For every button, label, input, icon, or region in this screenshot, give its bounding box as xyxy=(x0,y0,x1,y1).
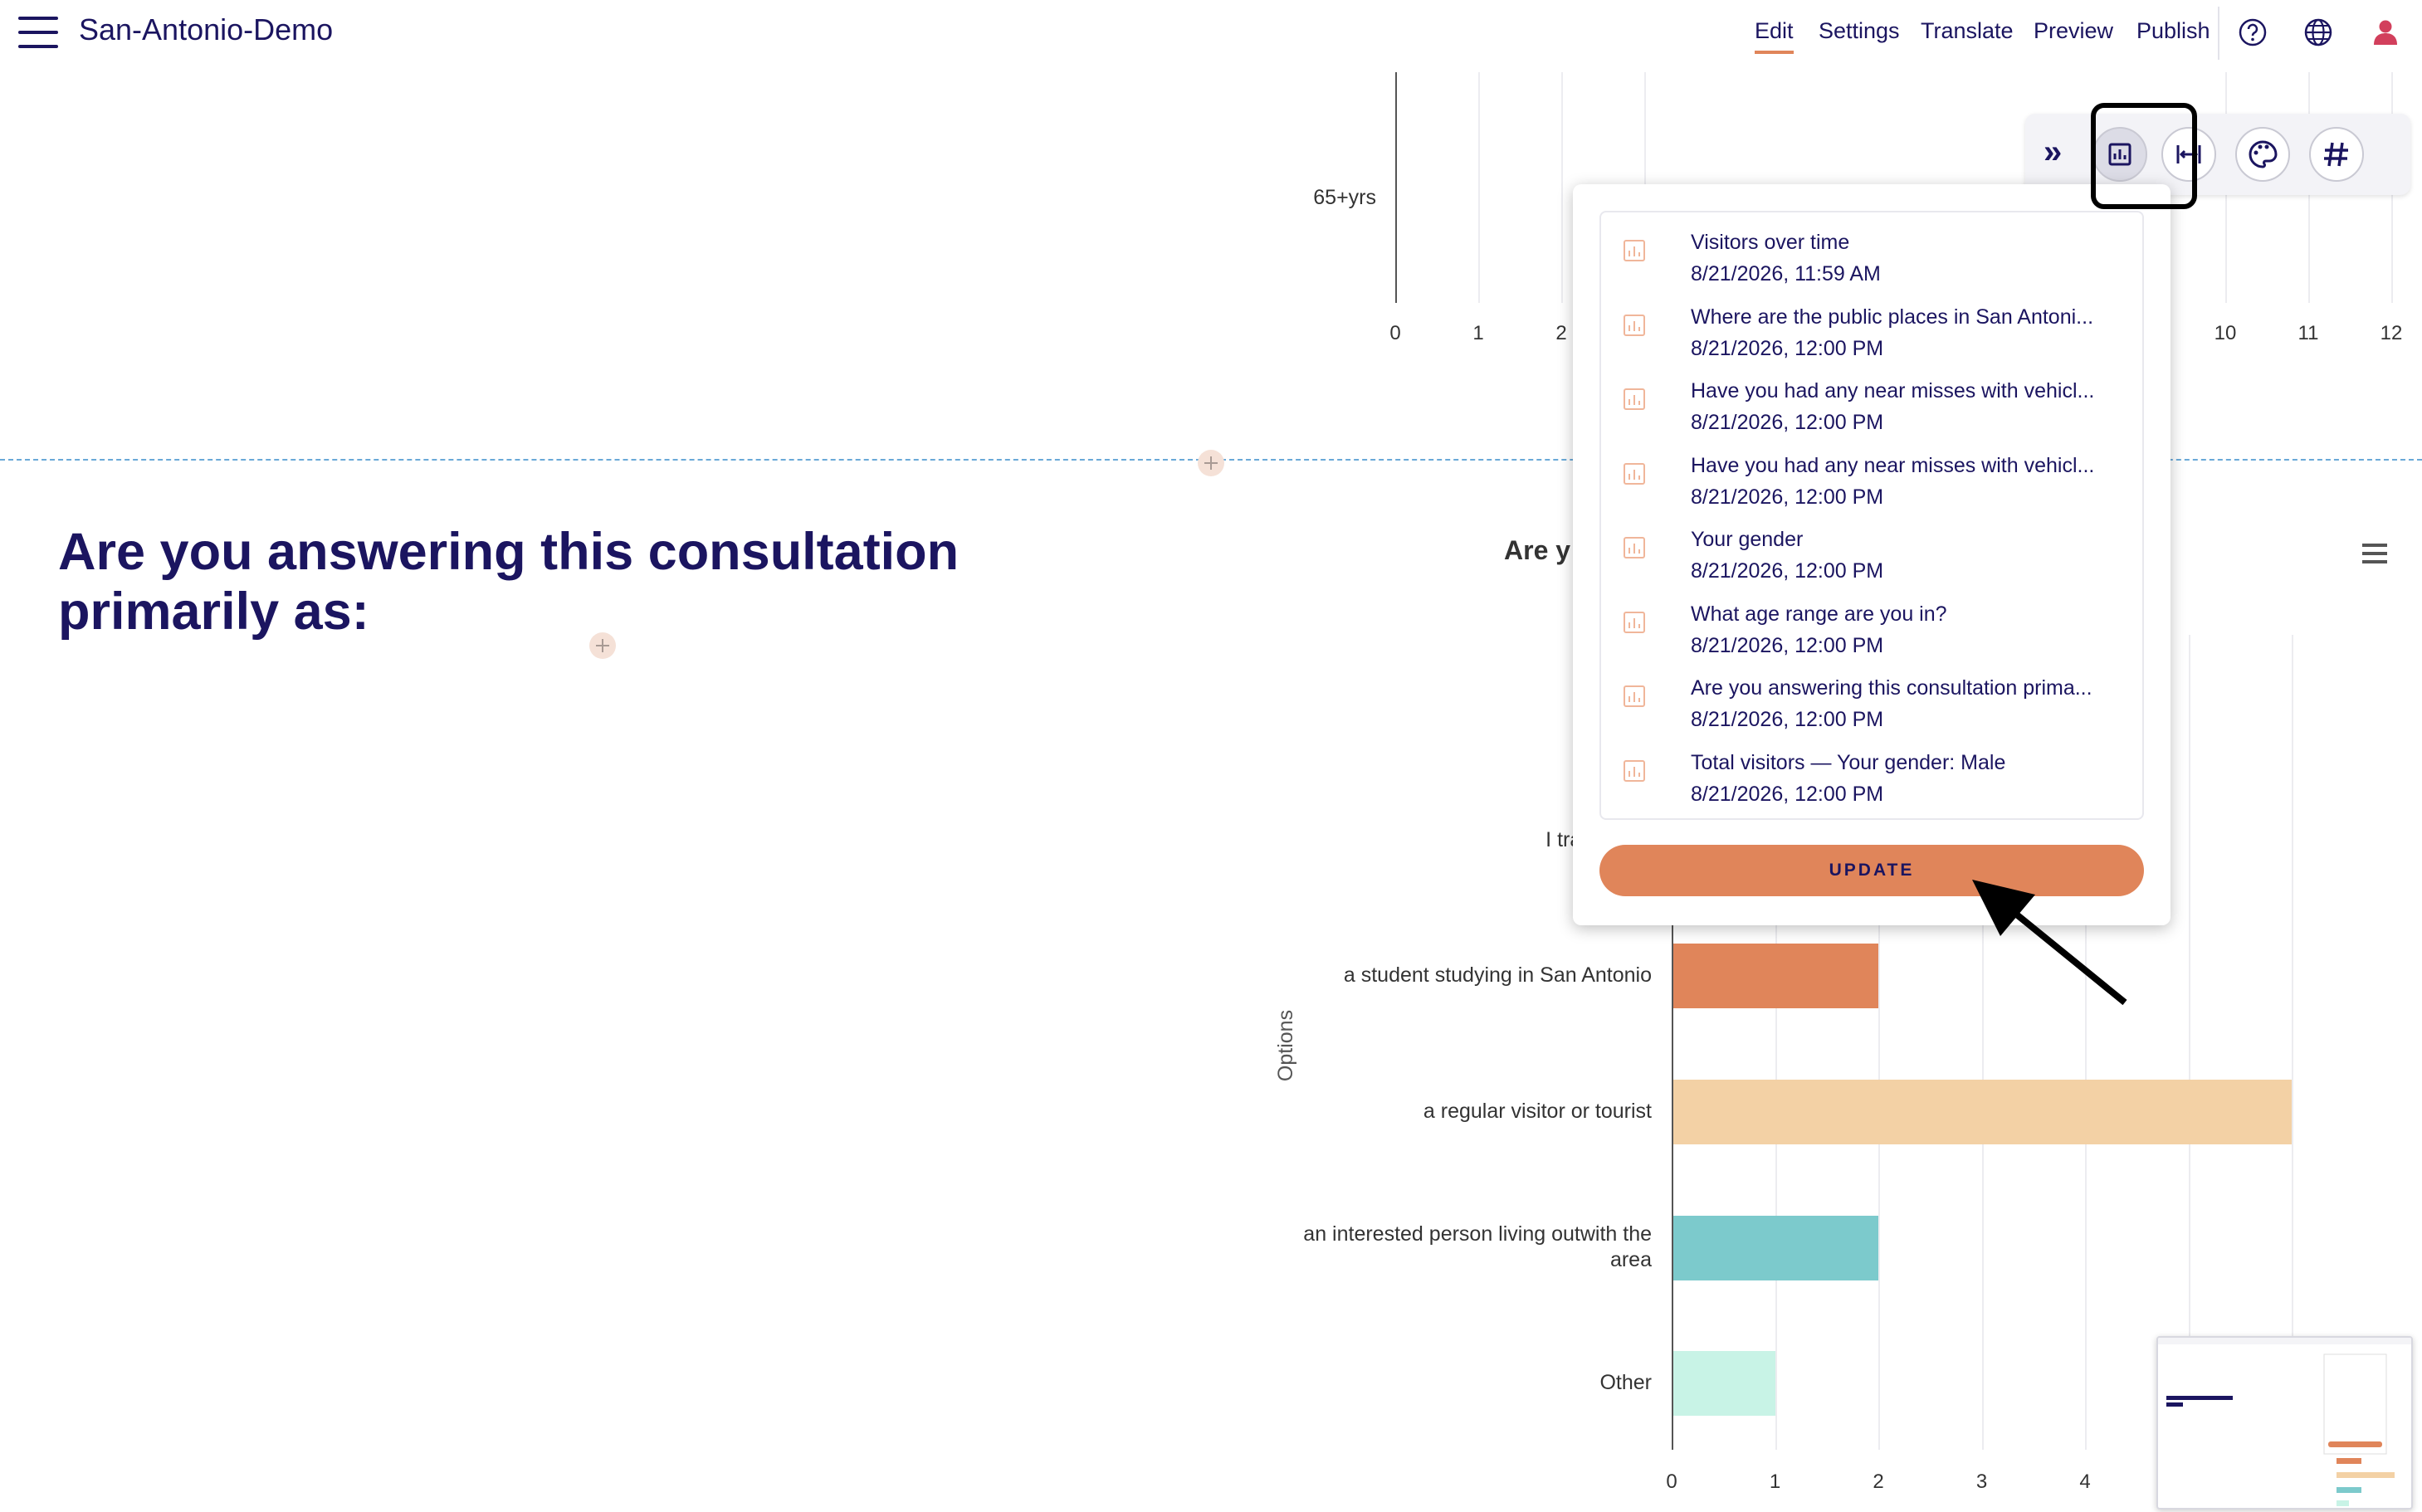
x-axis-line xyxy=(1672,635,1673,1450)
bar[interactable] xyxy=(1673,1216,1878,1280)
chart-data-popup: Visitors over time 8/21/2026, 11:59 AM Whe… xyxy=(1573,184,2171,925)
dataset-item[interactable]: Have you had any near misses with vehicl… xyxy=(1601,437,2142,511)
globe-icon[interactable] xyxy=(2302,17,2334,48)
dataset-item[interactable]: Have you had any near misses with vehicl… xyxy=(1601,363,2142,437)
chart-data-button[interactable] xyxy=(2092,127,2147,182)
x-tick-label: 2 xyxy=(1873,1471,1884,1493)
palette-button[interactable] xyxy=(2235,127,2290,182)
chart-icon xyxy=(1624,388,1645,410)
gridline xyxy=(1775,635,1777,1450)
dataset-item[interactable]: Visitors over time 8/21/2026, 11:59 AM xyxy=(1601,214,2142,288)
category-label: an interested person living outwith the … xyxy=(1303,1222,1652,1271)
top-chart-tick: 0 xyxy=(1389,322,1401,344)
highlight-box xyxy=(2091,103,2197,209)
dataset-date: 8/21/2026, 12:00 PM xyxy=(1691,708,1884,731)
app-title: San-Antonio-Demo xyxy=(79,12,334,46)
dataset-title: What age range are you in? xyxy=(1691,602,1947,626)
chart-icon xyxy=(1624,240,1645,261)
app-header: San-Antonio-Demo Edit Settings Translate… xyxy=(0,0,2422,66)
dataset-date: 8/21/2026, 12:00 PM xyxy=(1691,782,1884,806)
block-toolbar: » xyxy=(2025,114,2410,195)
user-icon[interactable] xyxy=(2370,17,2401,48)
add-block-icon[interactable] xyxy=(589,632,616,659)
nav-translate[interactable]: Translate xyxy=(1921,18,2014,43)
section-heading[interactable]: Are you answering this consultation prim… xyxy=(58,523,960,641)
chart-icon xyxy=(2108,143,2131,166)
header-divider xyxy=(2218,7,2219,60)
dataset-item[interactable]: What age range are you in? 8/21/2026, 12:… xyxy=(1601,586,2142,660)
width-button[interactable] xyxy=(2161,127,2216,182)
palette-icon xyxy=(2249,140,2278,168)
bar[interactable] xyxy=(1673,944,1878,1008)
gridline xyxy=(2085,635,2087,1450)
y-axis-label: Options xyxy=(1274,1009,1297,1082)
dataset-item[interactable]: Your gender 8/21/2026, 12:00 PM xyxy=(1601,511,2142,585)
dataset-title: Are you answering this consultation prim… xyxy=(1691,676,2092,700)
dataset-date: 8/21/2026, 11:59 AM xyxy=(1691,262,1881,285)
x-tick-label: 1 xyxy=(1769,1471,1781,1493)
hash-icon xyxy=(2324,142,2348,167)
add-section-icon[interactable] xyxy=(1198,450,1224,476)
dataset-item[interactable]: Total visitors — Your gender: Male 8/21/2… xyxy=(1601,734,2142,808)
nav-publish[interactable]: Publish xyxy=(2136,18,2210,43)
top-chart-axis xyxy=(1395,72,1397,303)
x-tick-label: 0 xyxy=(1666,1471,1677,1493)
top-chart-tick: 11 xyxy=(2297,322,2319,344)
chart-icon xyxy=(1624,462,1645,485)
gridline xyxy=(1878,635,1880,1450)
gridline xyxy=(2292,635,2293,1450)
nav-settings[interactable]: Settings xyxy=(1819,18,1900,43)
category-label: a student studying in San Antonio xyxy=(1343,963,1652,987)
menu-icon[interactable] xyxy=(18,15,58,50)
chart-icon xyxy=(1624,611,1645,633)
chart-title: Are y xyxy=(1504,535,1571,565)
dataset-title: Where are the public places in San Anton… xyxy=(1691,305,2094,329)
nav-edit[interactable]: Edit xyxy=(1755,18,1794,54)
chart-icon xyxy=(1624,537,1645,558)
gridline xyxy=(2188,635,2190,1450)
dataset-title: Visitors over time xyxy=(1691,231,1850,254)
page-minimap[interactable] xyxy=(2156,1336,2413,1510)
dataset-date: 8/21/2026, 12:00 PM xyxy=(1691,633,1884,657)
chevron-double-right-icon[interactable]: » xyxy=(2044,134,2063,170)
dataset-date: 8/21/2026, 12:00 PM xyxy=(1691,559,1884,583)
help-icon[interactable] xyxy=(2237,17,2268,48)
nav-preview[interactable]: Preview xyxy=(2034,18,2114,43)
update-button[interactable]: UPDATE xyxy=(1599,845,2144,896)
dataset-list: Visitors over time 8/21/2026, 11:59 AM Whe… xyxy=(1599,211,2144,820)
top-chart-tick: 12 xyxy=(2380,322,2403,344)
x-tick-label: 4 xyxy=(2079,1471,2091,1493)
chart-icon xyxy=(1624,759,1645,782)
dataset-title: Your gender xyxy=(1691,528,1804,551)
dataset-title: Total visitors — Your gender: Male xyxy=(1691,750,2006,774)
annotation-arrow xyxy=(1972,880,2127,1006)
top-chart-tick: 2 xyxy=(1555,322,1567,344)
chart-menu-icon[interactable] xyxy=(2362,544,2387,565)
bar[interactable] xyxy=(1673,1080,2292,1144)
dataset-title: Have you had any near misses with vehicl… xyxy=(1691,379,2095,402)
category-label: Other xyxy=(1599,1371,1652,1394)
x-tick-label: 3 xyxy=(1975,1471,1988,1493)
dataset-date: 8/21/2026, 12:00 PM xyxy=(1691,411,1884,434)
bar[interactable] xyxy=(1673,1351,1775,1416)
top-chart-category-label: 65+yrs xyxy=(1313,186,1376,209)
gridline xyxy=(1981,635,1984,1450)
dataset-item[interactable]: Where are the public places in San Anton… xyxy=(1601,289,2142,363)
dataset-title: Have you had any near misses with vehicl… xyxy=(1691,453,2095,477)
chart-icon xyxy=(1624,314,1645,336)
top-chart-tick: 1 xyxy=(1472,322,1484,344)
dataset-item[interactable]: Are you answering this consultation prim… xyxy=(1601,660,2142,734)
dataset-date: 8/21/2026, 12:00 PM xyxy=(1691,336,1884,360)
chart-icon xyxy=(1624,685,1645,707)
number-format-button[interactable] xyxy=(2309,127,2364,182)
dataset-date: 8/21/2026, 12:00 PM xyxy=(1691,485,1884,509)
category-label: a regular visitor or tourist xyxy=(1423,1100,1652,1123)
top-chart-tick: 10 xyxy=(2214,322,2237,344)
width-icon xyxy=(2176,145,2201,163)
